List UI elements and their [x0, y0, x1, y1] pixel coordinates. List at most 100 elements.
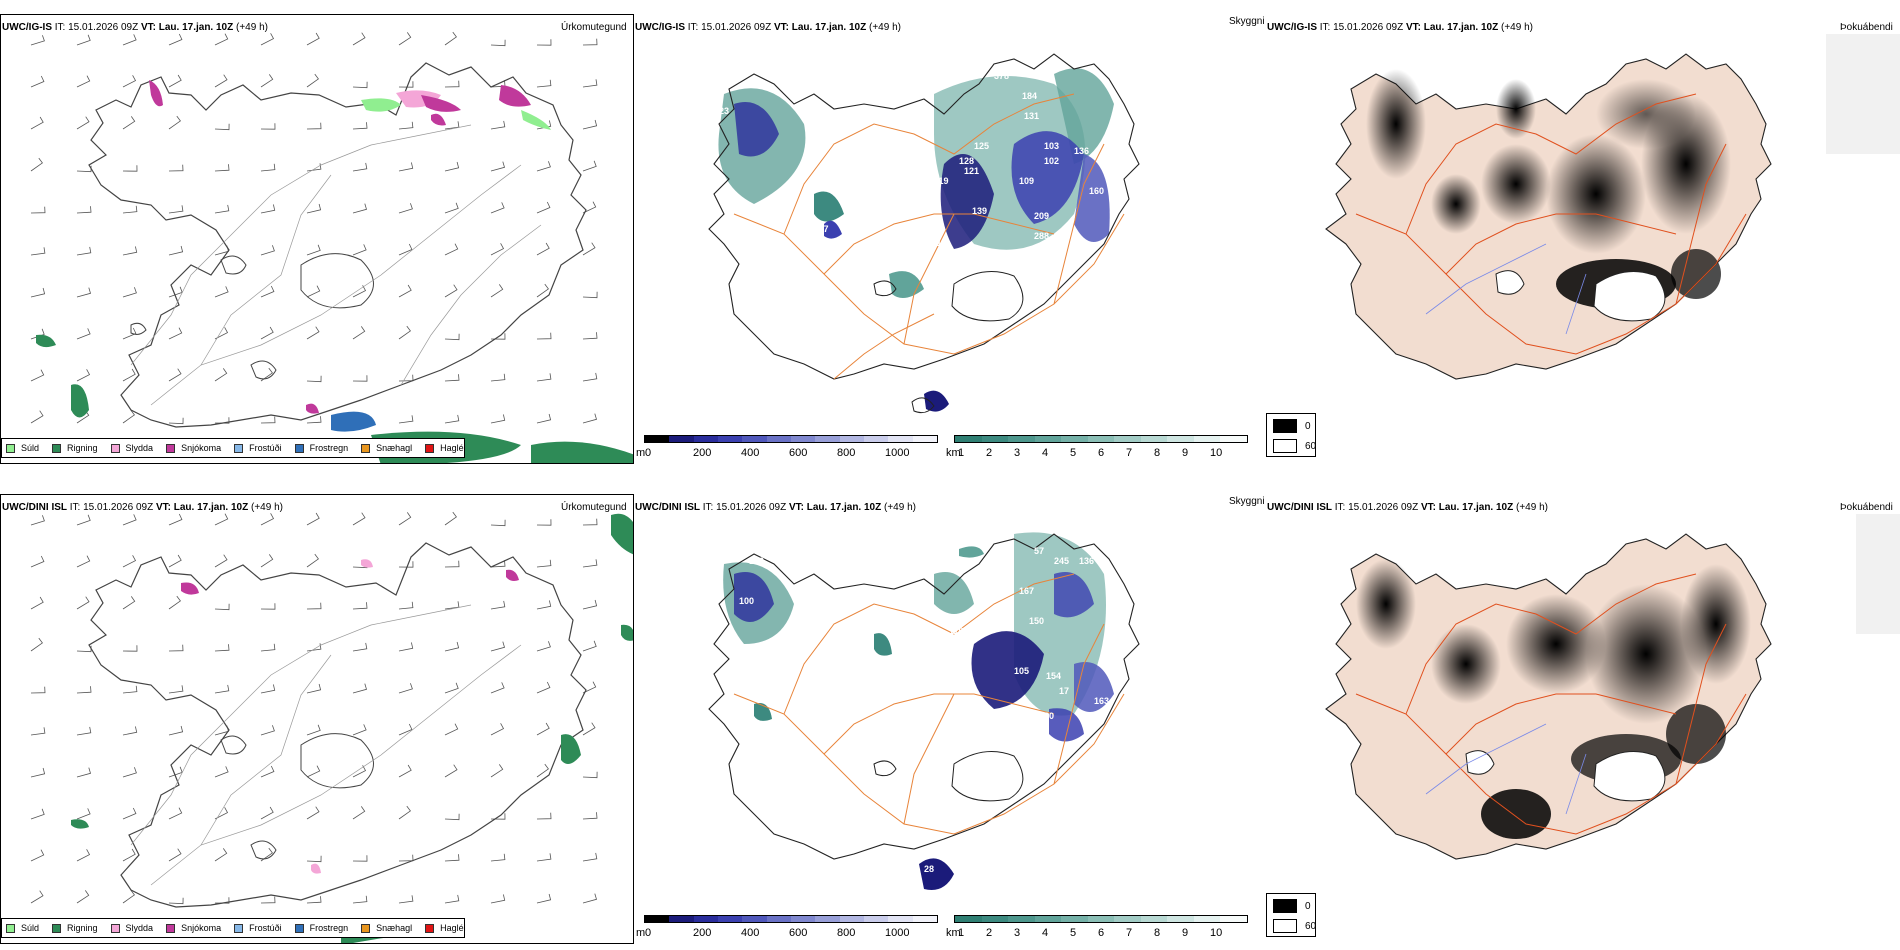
road-network — [733, 573, 1125, 835]
wind-barb — [306, 203, 322, 214]
colorbar-cell — [815, 916, 840, 922]
fog-swatch-high — [1273, 919, 1297, 933]
wind-barb — [214, 286, 229, 298]
wind-barb — [168, 725, 184, 736]
wind-barb — [444, 813, 460, 821]
cloud-base-value: 57 — [1034, 546, 1044, 556]
bottom-visibility-canvas: 120 100 119 99 57 245 136 167 150 105 17 163 130 154 6… — [708, 532, 1140, 901]
cloud-base-value: 17 — [1059, 686, 1069, 696]
wind-barb — [30, 247, 46, 256]
wind-barb — [536, 519, 552, 526]
glacier-outlines — [1495, 270, 1666, 322]
wind-barb — [306, 122, 322, 130]
colorbar-cell — [1114, 436, 1141, 442]
colorbar-cell — [766, 436, 791, 442]
wind-barb — [76, 808, 91, 820]
wind-barbs — [30, 31, 598, 425]
wind-barb — [352, 285, 367, 298]
wind-barb — [582, 559, 598, 568]
wind-barb — [444, 511, 457, 526]
wind-barb — [122, 327, 137, 340]
wind-barb — [122, 807, 137, 820]
wind-barb — [168, 554, 182, 568]
wind-barb — [214, 513, 229, 526]
colorbar-cell — [669, 436, 694, 442]
wind-barb — [76, 645, 92, 653]
wind-barb — [352, 122, 368, 130]
wind-barb — [122, 848, 136, 862]
cloud-base-value: 136 — [1074, 146, 1089, 156]
cloud-base-fill — [734, 572, 1114, 890]
cloud-base-value: 27 — [909, 386, 919, 396]
wind-barb — [444, 764, 458, 778]
wind-barb — [30, 116, 44, 130]
wind-barb — [214, 554, 228, 568]
colorbar-tick: 7 — [1126, 447, 1133, 459]
top-left-header: UWC/IG-IS IT: 15.01.2026 09Z VT: Lau. 17… — [2, 22, 268, 33]
wind-barb — [444, 894, 460, 904]
top-mid-header: UWC/IG-IS IT: 15.01.2026 09Z VT: Lau. 17… — [635, 22, 901, 33]
cloud-base-value: 99 — [934, 646, 944, 656]
road-network — [733, 93, 1125, 380]
wind-barb — [30, 727, 46, 736]
wind-barb — [536, 120, 552, 130]
wind-barb — [260, 725, 275, 736]
wind-barb — [168, 807, 183, 820]
colorbar-cell — [1008, 916, 1035, 922]
bottom-right-header: UWC/DINI ISL IT: 15.01.2026 09Z VT: Lau.… — [1267, 502, 1548, 513]
wind-barb — [398, 512, 412, 526]
legend-label: Frostúði — [249, 443, 282, 453]
legend-item: Rigning — [52, 443, 98, 453]
wind-barb — [214, 123, 230, 131]
legend-swatch — [234, 923, 244, 933]
wind-barb — [306, 73, 319, 88]
top-fog-map — [1266, 14, 1900, 414]
colorbar-cell — [1167, 436, 1194, 442]
wind-barb — [352, 855, 368, 862]
colorbar-cell — [790, 916, 816, 922]
fog-swatch-low — [1273, 899, 1297, 913]
wind-barb — [582, 160, 597, 172]
wind-barb — [490, 243, 505, 256]
colorbar-tick: 9 — [1182, 447, 1189, 459]
wind-barb — [30, 890, 44, 904]
fog-swatch-low — [1273, 419, 1297, 433]
wind-barb — [536, 373, 552, 382]
cloud-base-value: 139 — [972, 206, 987, 216]
colorbar-cells — [954, 915, 1248, 923]
wind-barb — [352, 32, 366, 46]
wind-barb — [168, 417, 184, 425]
colorbar-cell — [1220, 436, 1248, 442]
bottom-left-header: UWC/DINI ISL IT: 15.01.2026 09Z VT: Lau.… — [2, 502, 283, 513]
cloud-base-value: 123 — [714, 106, 729, 116]
wind-barb — [76, 287, 92, 298]
bottom-fog-map — [1266, 494, 1900, 894]
colorbar-tick: 800 — [837, 927, 856, 939]
legend-item: Súld — [6, 923, 39, 933]
fog-shading — [1366, 69, 1731, 309]
wind-barb — [214, 766, 229, 778]
wind-barb — [260, 285, 275, 298]
cloud-base-value: 288 — [1034, 231, 1049, 241]
wind-barb — [536, 283, 549, 298]
legend-swatch — [361, 443, 371, 453]
glacier-outlines — [130, 253, 374, 380]
colorbar-tick: 2 — [986, 447, 993, 459]
legend-item: Rigning — [52, 923, 98, 933]
wind-barb — [306, 896, 322, 904]
legend-label: Rigning — [67, 443, 98, 453]
precip-areas — [36, 80, 633, 463]
wind-barb — [168, 368, 182, 382]
wind-barb — [76, 369, 91, 382]
wind-barb — [490, 641, 506, 652]
cloud-base-value: 125 — [974, 141, 989, 151]
colorbar-cell — [863, 436, 889, 442]
wind-barb — [490, 120, 506, 130]
colorbar-cell — [669, 916, 694, 922]
cloud-base-value: 81 — [784, 186, 794, 196]
colorbar-cells — [954, 435, 1248, 443]
legend-swatch — [110, 443, 120, 453]
wind-barb — [306, 683, 322, 694]
wind-barb — [30, 849, 45, 862]
wind-barb — [582, 242, 596, 256]
